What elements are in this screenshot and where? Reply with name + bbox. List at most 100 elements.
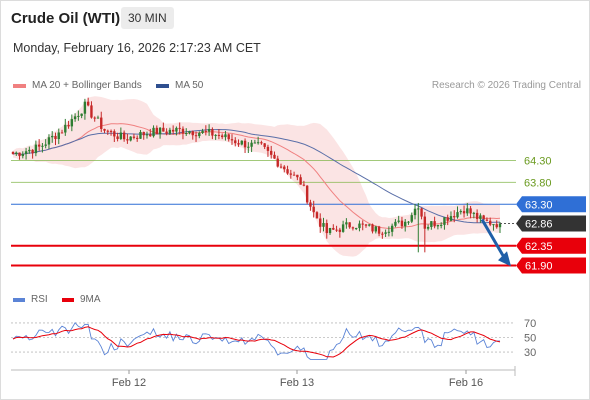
ma50-line xyxy=(12,128,501,224)
candle-body xyxy=(315,212,319,219)
candle-body xyxy=(469,208,472,214)
candle-body xyxy=(498,223,502,228)
candle-body xyxy=(292,174,296,176)
candle-body xyxy=(459,211,462,213)
candle-body xyxy=(492,224,495,226)
candle-body xyxy=(407,221,410,223)
candle-body xyxy=(80,113,83,116)
candle-body xyxy=(106,130,109,132)
candle-body xyxy=(207,129,211,132)
candle-body xyxy=(443,217,446,225)
candle-body xyxy=(453,216,456,218)
rsi-swatch xyxy=(13,297,25,302)
candle-body xyxy=(354,228,358,230)
candle-body xyxy=(103,128,106,131)
candle-body xyxy=(234,140,237,144)
candle-body xyxy=(495,224,498,228)
credit-text: Research © 2026 Trading Central xyxy=(431,80,581,91)
candle-body xyxy=(475,212,479,219)
candle-body xyxy=(15,152,18,155)
candle-body xyxy=(158,127,162,135)
instrument-title: Crude Oil (WTI) xyxy=(11,10,121,27)
candle-body xyxy=(198,132,201,137)
candle-body xyxy=(96,117,100,119)
candle-body xyxy=(433,221,436,227)
candle-body xyxy=(485,219,489,221)
rsi-tick-70: 70 xyxy=(524,318,536,330)
candle-body xyxy=(240,140,243,145)
legend-ma50: MA 50 xyxy=(156,80,203,91)
x-tick-label: Feb 16 xyxy=(449,377,483,389)
candle-body xyxy=(73,116,77,120)
candle-body xyxy=(67,124,70,127)
candle-body xyxy=(256,142,260,144)
candle-body xyxy=(338,229,342,232)
candle-body xyxy=(423,216,427,229)
candle-body xyxy=(145,134,149,136)
candle-body xyxy=(201,130,204,133)
candle-body xyxy=(296,174,299,178)
candle-body xyxy=(181,128,185,134)
candle-body xyxy=(185,133,188,135)
candle-body xyxy=(335,229,338,231)
candle-body xyxy=(34,144,38,154)
ma50-swatch xyxy=(156,83,169,88)
candle-body xyxy=(488,220,492,225)
candle-body xyxy=(270,150,273,155)
candle-body xyxy=(397,220,400,222)
candle-body xyxy=(100,117,103,129)
candle-body xyxy=(237,143,240,145)
ma20-line xyxy=(12,123,501,230)
level-label-63.30: 63.30 xyxy=(525,199,553,211)
candle-body xyxy=(462,211,466,214)
candle-body xyxy=(214,134,217,136)
candle-body xyxy=(64,124,67,133)
candle-body xyxy=(482,215,485,220)
candle-body xyxy=(299,177,302,185)
candle-body xyxy=(446,217,449,221)
bollinger-band xyxy=(13,96,500,257)
candle-body xyxy=(211,129,214,136)
candle-body xyxy=(113,131,116,137)
candle-body xyxy=(243,140,247,148)
legend-rsi-ma-label: 9MA xyxy=(80,294,101,305)
candle-body xyxy=(439,224,443,226)
rsi-ma-line xyxy=(12,326,501,358)
legend-ma20: MA 20 + Bollinger Bands xyxy=(13,80,142,91)
candle-body xyxy=(250,142,253,147)
rsi-tick-50: 50 xyxy=(524,333,536,345)
candle-body xyxy=(37,144,41,147)
forecast-arrow-shaft xyxy=(480,218,506,259)
candle-body xyxy=(136,137,139,139)
candle-body xyxy=(381,233,384,235)
timeframe-badge[interactable]: 30 MIN xyxy=(121,7,174,29)
candle-body xyxy=(479,215,482,219)
candle-body xyxy=(368,224,371,226)
candle-body xyxy=(345,222,348,225)
level-label-64.30: 64.30 xyxy=(524,156,552,168)
candle-body xyxy=(371,224,374,232)
rsi-line xyxy=(12,322,500,360)
candle-body xyxy=(341,224,345,232)
candle-body xyxy=(466,208,469,214)
level-tag-62.35 xyxy=(516,237,586,254)
candle-body xyxy=(377,226,381,234)
level-label-62.35: 62.35 xyxy=(525,241,553,253)
candle-body xyxy=(302,184,306,186)
level-tag-61.90 xyxy=(516,257,586,274)
candle-body xyxy=(456,212,459,218)
candle-body xyxy=(168,129,172,134)
candle-body xyxy=(276,158,279,167)
candle-body xyxy=(472,212,476,214)
candle-body xyxy=(109,130,113,132)
candle-body xyxy=(149,134,152,137)
candle-body xyxy=(364,224,368,226)
legend-rsi: RSI xyxy=(13,294,48,305)
candle-body xyxy=(390,225,394,232)
candle-body xyxy=(312,206,315,213)
candle-body xyxy=(31,149,34,154)
candle-body xyxy=(426,226,430,229)
level-label-61.90: 61.90 xyxy=(525,260,553,272)
candle-body xyxy=(77,115,80,117)
candle-body xyxy=(47,137,51,145)
